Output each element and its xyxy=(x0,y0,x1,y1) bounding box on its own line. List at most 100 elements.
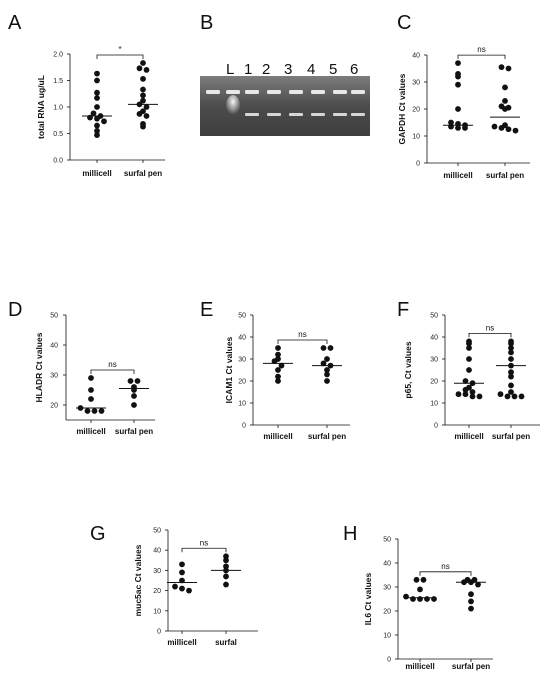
data-point xyxy=(468,605,474,612)
data-point xyxy=(518,393,525,400)
data-point xyxy=(417,586,423,593)
data-point xyxy=(455,391,462,398)
gel-band xyxy=(245,113,259,116)
data-point xyxy=(223,557,229,564)
data-point xyxy=(127,378,134,384)
y-axis-label: ICAM1 Ct values xyxy=(224,336,234,403)
data-point xyxy=(498,64,505,71)
data-point xyxy=(320,345,327,351)
gel-band xyxy=(289,113,303,116)
data-point xyxy=(275,373,281,380)
data-point xyxy=(94,77,100,84)
chart-c: 0 10 20 30 40 millicell surfal pen GAPDH Ct val… xyxy=(397,45,530,180)
gel-well xyxy=(289,90,303,94)
data-point xyxy=(179,561,185,568)
category-label: millicell xyxy=(82,169,111,178)
data-point xyxy=(88,396,94,402)
data-point xyxy=(223,563,229,570)
data-point xyxy=(179,569,185,576)
y-tick-label: 20 xyxy=(430,379,438,386)
gel-image xyxy=(200,76,370,136)
chart-f: 0 10 20 30 40 50 millicell surfal pen p65, Ct va… xyxy=(403,313,540,441)
significance-bracket xyxy=(96,54,144,60)
y-tick-label: 10 xyxy=(412,134,420,141)
data-point xyxy=(508,382,514,389)
data-point xyxy=(466,367,472,373)
y-tick-label: 40 xyxy=(153,548,161,555)
data-point xyxy=(455,81,461,88)
data-point xyxy=(508,389,514,395)
significance-label: ns xyxy=(486,323,494,332)
data-point xyxy=(511,393,518,400)
y-tick-label: 0.5 xyxy=(53,131,63,138)
data-point xyxy=(324,356,330,362)
data-point xyxy=(505,126,512,133)
data-point xyxy=(462,125,468,131)
data-point xyxy=(140,86,146,93)
y-tick-label: 10 xyxy=(430,401,438,408)
data-point xyxy=(131,402,137,408)
gel-well xyxy=(245,90,259,94)
y-tick-label: 50 xyxy=(153,528,161,535)
data-point xyxy=(179,577,185,584)
data-point xyxy=(275,367,281,373)
data-point xyxy=(410,596,416,602)
gel-lane-label: 2 xyxy=(262,61,270,78)
data-point xyxy=(505,65,512,72)
y-tick-label: 20 xyxy=(238,379,246,386)
data-point xyxy=(88,375,94,381)
chart-d: 20 30 40 50 millicell surfal pen HLADR Ct valu… xyxy=(34,313,155,436)
y-tick-label: 40 xyxy=(412,53,420,60)
data-point xyxy=(462,378,469,384)
category-label: surfal pen xyxy=(115,427,153,436)
chart-g: 0 10 20 30 40 50 millicell surfal muc5ac Ct valu… xyxy=(133,528,258,647)
data-point xyxy=(94,132,100,138)
gel-well xyxy=(311,90,325,94)
y-tick-label: 2.0 xyxy=(53,52,63,59)
data-point xyxy=(468,591,474,598)
data-point xyxy=(98,408,105,414)
data-point xyxy=(134,378,141,384)
y-axis-label: IL6 Ct values xyxy=(363,573,373,626)
gel-ladder-smear xyxy=(226,95,240,117)
y-tick-label: 0 xyxy=(242,423,246,430)
category-label: surfal pen xyxy=(308,432,346,441)
y-tick-label: 20 xyxy=(383,609,391,616)
data-point xyxy=(94,95,100,101)
gel-well xyxy=(333,90,347,94)
y-tick-label: 30 xyxy=(238,357,246,364)
y-tick-label: 1.5 xyxy=(53,78,63,85)
data-point xyxy=(94,127,100,134)
data-point xyxy=(502,106,508,112)
gel-band xyxy=(311,113,325,116)
data-point xyxy=(140,60,146,66)
data-point xyxy=(466,345,472,351)
y-tick-label: 50 xyxy=(430,313,438,320)
data-point xyxy=(101,118,107,125)
data-point xyxy=(131,387,137,393)
y-tick-label: 20 xyxy=(50,403,58,410)
y-axis-label: p65, Ct values xyxy=(403,341,413,398)
significance-bracket xyxy=(457,54,506,60)
data-point xyxy=(502,98,508,104)
y-tick-label: 20 xyxy=(153,588,161,595)
significance-label: ns xyxy=(108,360,116,369)
significance-bracket xyxy=(90,369,135,374)
category-label: surfal xyxy=(215,638,237,647)
data-point xyxy=(508,345,514,351)
gel-lane-label: 5 xyxy=(329,61,337,78)
data-point xyxy=(448,119,454,126)
data-point xyxy=(413,576,420,583)
data-point xyxy=(508,356,514,362)
panel-label-a: A xyxy=(8,12,22,34)
panel-label-f: F xyxy=(397,299,409,321)
data-point xyxy=(275,378,281,384)
y-tick-label: 30 xyxy=(430,357,438,364)
data-point xyxy=(88,387,94,393)
data-point xyxy=(131,393,137,399)
significance-bracket xyxy=(277,339,328,344)
gel-well xyxy=(351,90,365,94)
y-tick-label: 10 xyxy=(383,633,391,640)
data-point xyxy=(508,369,514,376)
